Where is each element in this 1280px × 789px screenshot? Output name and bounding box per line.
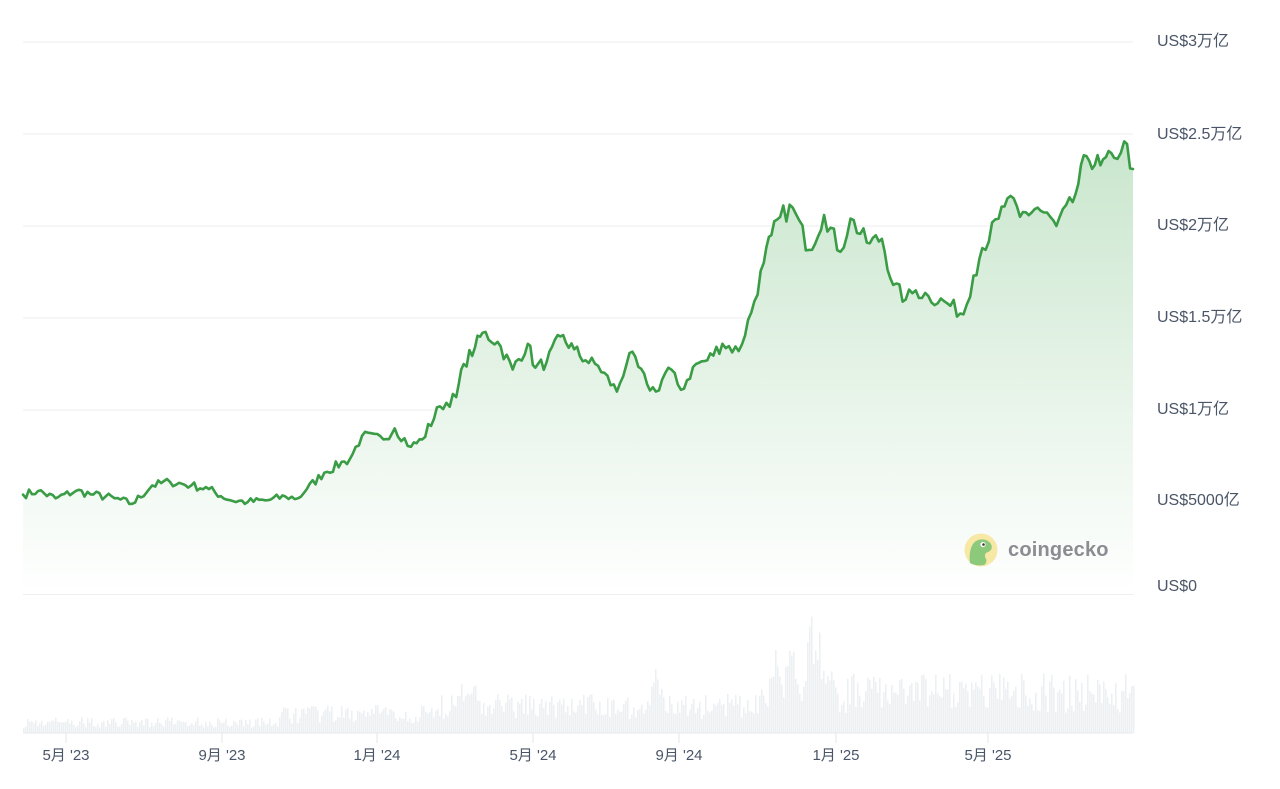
y-tick-label: US$0 <box>1157 578 1198 595</box>
y-tick-label: US$3万亿 <box>1157 33 1230 50</box>
volume-bars <box>23 616 1135 734</box>
x-tick-label: 9月 '24 <box>655 747 703 764</box>
x-tick-label: 9月 '23 <box>198 747 246 764</box>
x-tick-label: 5月 '24 <box>509 747 557 764</box>
coingecko-watermark: coingecko <box>964 533 1109 567</box>
x-tick-label: 5月 '25 <box>964 747 1012 764</box>
y-tick-label: US$1.5万亿 <box>1157 309 1243 326</box>
x-tick-label: 1月 '25 <box>812 747 860 764</box>
price-area-fill <box>23 141 1133 594</box>
brand-name: coingecko <box>1008 538 1109 561</box>
x-axis-ticks <box>65 733 989 743</box>
y-tick-label: US$1万亿 <box>1157 401 1230 418</box>
x-tick-label: 1月 '24 <box>353 747 401 764</box>
x-tick-label: 5月 '23 <box>42 747 90 764</box>
y-tick-label: US$5000亿 <box>1157 492 1240 509</box>
price-line[interactable] <box>21 140 1135 506</box>
y-tick-label: US$2万亿 <box>1157 217 1230 234</box>
gecko-logo-icon <box>964 533 998 567</box>
y-tick-label: US$2.5万亿 <box>1157 126 1243 143</box>
